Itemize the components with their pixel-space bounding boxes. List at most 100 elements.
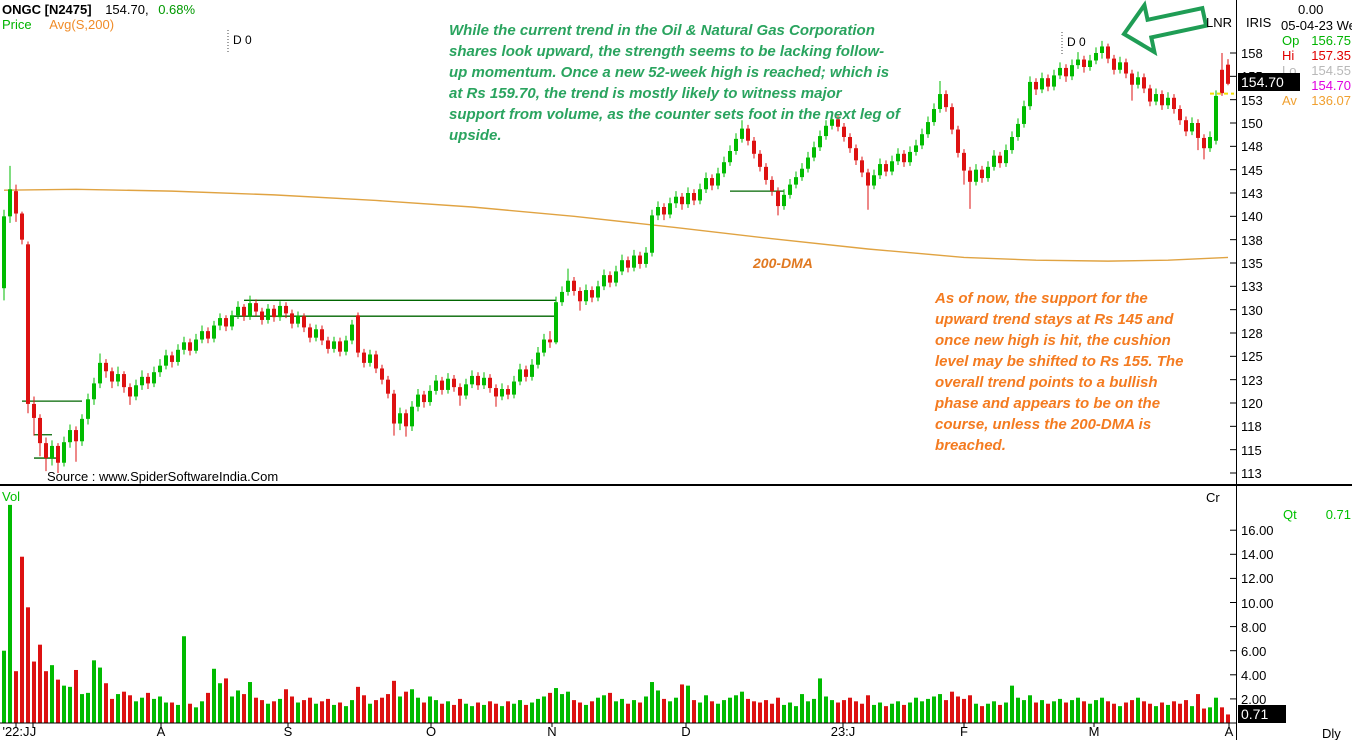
candle-body xyxy=(824,125,828,137)
volume-bar xyxy=(266,703,270,723)
volume-bar xyxy=(1028,695,1032,723)
candle-body xyxy=(488,377,492,389)
volume-bar xyxy=(1142,701,1146,723)
candle-body xyxy=(710,178,714,186)
price-axis-label: 123 xyxy=(1241,372,1263,388)
volume-bar xyxy=(518,700,522,723)
volume-bar xyxy=(458,698,462,723)
volume-bar xyxy=(1124,702,1128,723)
volume-bar xyxy=(1160,702,1164,723)
volume-bar xyxy=(134,701,138,723)
volume-bar xyxy=(674,697,678,723)
candle-body xyxy=(194,339,198,351)
candle-body xyxy=(860,160,864,173)
scale-mode-label[interactable]: LNR xyxy=(1206,15,1233,30)
volume-bar xyxy=(476,702,480,723)
volume-bar xyxy=(356,686,360,723)
candle-body xyxy=(356,315,360,353)
volume-bar xyxy=(584,704,588,723)
volume-bar xyxy=(938,694,942,723)
volume-bar xyxy=(320,701,324,723)
average-value: 136.07 xyxy=(1311,93,1351,108)
periodicity-label[interactable]: Dly xyxy=(1322,726,1341,740)
candle-body xyxy=(920,134,924,146)
volume-bar xyxy=(872,704,876,723)
candle-body xyxy=(1088,60,1092,67)
price-axis-label: 140 xyxy=(1241,209,1263,225)
month-axis-label: N xyxy=(547,724,557,739)
volume-bar xyxy=(680,684,684,723)
volume-bar xyxy=(1052,701,1056,723)
volume-bar xyxy=(614,701,618,723)
candle-body xyxy=(254,303,258,312)
candle-body xyxy=(350,324,354,341)
volume-bar xyxy=(260,700,264,723)
candle-body xyxy=(944,94,948,108)
volume-bar xyxy=(494,703,498,723)
price-axis-label: 115 xyxy=(1241,442,1262,458)
candle-body xyxy=(224,318,228,327)
candle-body xyxy=(1058,67,1062,76)
volume-bar xyxy=(206,692,210,723)
volume-axis-label: 8.00 xyxy=(1241,619,1267,635)
candle-body xyxy=(542,339,546,353)
candle-body xyxy=(386,379,390,394)
volume-bar xyxy=(32,661,36,723)
volume-bar xyxy=(830,700,834,723)
candle-body xyxy=(494,388,498,397)
volume-bar xyxy=(1106,701,1110,723)
candle-body xyxy=(182,342,186,350)
candle-body xyxy=(950,107,954,130)
ohlc-row-open: Op 156.75 xyxy=(1282,33,1351,48)
price-axis-label: 145 xyxy=(1241,162,1263,178)
candle-body xyxy=(614,271,618,283)
volume-bar xyxy=(44,671,48,723)
volume-bar xyxy=(812,698,816,723)
candle-body xyxy=(1094,53,1098,61)
price-axis-label: 138 xyxy=(1241,232,1263,248)
volume-bar xyxy=(1202,708,1206,723)
volume-bar xyxy=(722,700,726,723)
candle-body xyxy=(698,189,702,201)
volume-bar xyxy=(500,706,504,723)
price-axis-label: 118 xyxy=(1241,419,1262,435)
date-label: 05-04-23 We xyxy=(1281,18,1352,33)
candle-body xyxy=(380,368,384,380)
candle-body xyxy=(188,342,192,351)
volume-bar xyxy=(1178,703,1182,723)
cursor-marker-left: D 0 xyxy=(233,33,252,47)
source-credit: Source : www.SpiderSoftwareIndia.Com xyxy=(47,469,279,484)
volume-bar xyxy=(698,702,702,723)
candle-body xyxy=(158,365,162,373)
volume-bar xyxy=(710,701,714,723)
volume-bar xyxy=(902,704,906,723)
candle-body xyxy=(98,362,102,384)
volume-bar xyxy=(488,701,492,723)
candle-body xyxy=(1130,73,1134,85)
candle-body xyxy=(50,445,54,459)
volume-bar xyxy=(752,701,756,723)
candle-body xyxy=(548,339,552,343)
open-value: 156.75 xyxy=(1311,33,1351,48)
volume-bar xyxy=(38,644,42,723)
volume-bar xyxy=(728,697,732,723)
volume-bar xyxy=(1058,698,1062,723)
candle-body xyxy=(482,377,486,386)
candle-body xyxy=(272,308,276,318)
volume-bar xyxy=(542,696,546,723)
candle-body xyxy=(692,192,696,201)
candle-body xyxy=(38,417,42,444)
price-axis-label: 143 xyxy=(1241,185,1263,201)
candle-body xyxy=(842,126,846,137)
volume-bar xyxy=(1148,703,1152,723)
candle-body xyxy=(980,169,984,179)
candle-body xyxy=(668,203,672,215)
candle-body xyxy=(116,374,120,382)
volume-bar xyxy=(1208,707,1212,723)
symbol-label: ONGC [N2475] xyxy=(2,2,92,17)
candle-body xyxy=(476,375,480,386)
candle-body xyxy=(176,349,180,362)
candle-body xyxy=(332,341,336,349)
volume-bar xyxy=(890,703,894,723)
